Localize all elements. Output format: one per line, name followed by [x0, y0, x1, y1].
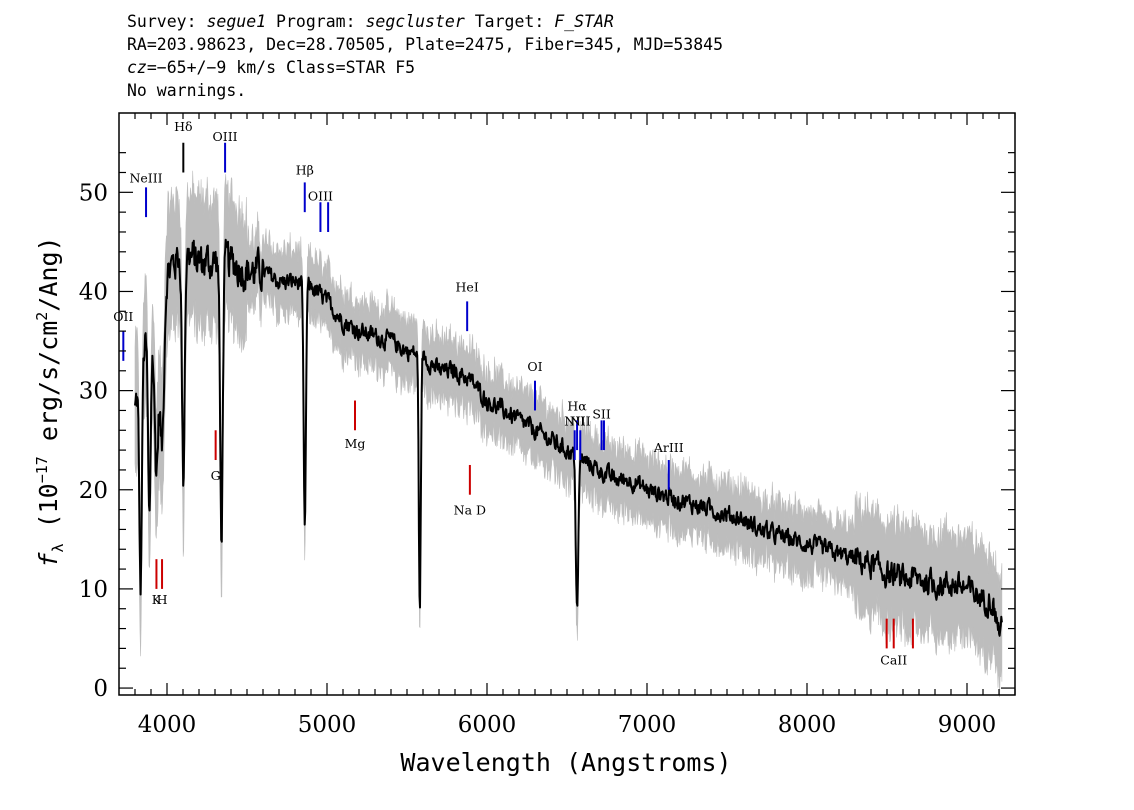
emission-line-label: OIII	[213, 129, 238, 144]
y-axis-title: fλ (10−17 erg/s/cm2/Ang)	[33, 236, 67, 567]
program-value: segcluster	[365, 12, 465, 31]
emission-line-label: Hδ	[174, 119, 192, 134]
y-axis-title-mid: erg/s/cm	[34, 321, 63, 456]
error-band	[134, 170, 1003, 698]
y-axis-title-main: (10	[34, 483, 63, 543]
absorption-line-label: K	[152, 592, 162, 607]
header-line-redshift: cz=−65+/−9 km/s Class=STAR F5	[127, 56, 723, 79]
y-tick-label: 50	[79, 180, 108, 206]
x-tick-label: 9000	[938, 712, 997, 738]
absorption-line-label: G	[211, 468, 221, 483]
y-tick-label: 10	[79, 577, 108, 603]
emission-line-label: Hβ	[296, 162, 314, 177]
y-tick-label: 0	[93, 676, 108, 702]
x-tick-label: 8000	[778, 712, 837, 738]
emission-line-label: SII	[592, 406, 611, 421]
header-line-coordinates: RA=203.98623, Dec=28.70505, Plate=2475, …	[127, 35, 724, 54]
emission-line-label: NII	[570, 413, 591, 428]
survey-label: Survey:	[127, 12, 197, 31]
absorption-line-label: H	[157, 592, 168, 607]
target-value: F_STAR	[554, 12, 614, 31]
cz-label: cz	[127, 58, 147, 77]
x-tick-label: 4000	[138, 712, 197, 738]
absorption-line-label: Mg	[345, 436, 366, 451]
spectrum-line	[134, 238, 1003, 637]
x-axis-title: Wavelength (Angstroms)	[400, 748, 731, 777]
emission-line-label: OI	[527, 359, 542, 374]
y-axis-title-exp: −17	[33, 456, 51, 483]
header-line-warnings: No warnings.	[127, 81, 247, 100]
emission-line-label: NeIII	[129, 170, 162, 185]
class-info: km/s Class=STAR F5	[226, 58, 416, 77]
absorption-line-label: Na D	[454, 503, 486, 518]
y-axis-title-exp2: 2	[33, 312, 51, 321]
y-tick-label: 20	[79, 478, 108, 504]
absorption-line-label: CaII	[880, 652, 907, 667]
survey-value: segue1	[206, 12, 267, 31]
y-axis-title-sub: λ	[49, 543, 67, 552]
emission-line-label: HeI	[456, 279, 479, 294]
cz-value: =−65+/−9	[146, 58, 227, 77]
program-label: Program:	[276, 12, 356, 31]
emission-line-label: NII	[564, 413, 585, 428]
emission-line-label: Hα	[567, 398, 587, 413]
header-line-survey: Survey: segue1 Program: segcluster Targe…	[127, 10, 723, 33]
x-tick-label: 6000	[458, 712, 517, 738]
target-label: Target:	[474, 12, 545, 31]
y-axis-title-end: /Ang)	[34, 236, 63, 311]
x-tick-label: 7000	[618, 712, 677, 738]
emission-line-label: ArIII	[653, 440, 684, 455]
x-tick-label: 5000	[298, 712, 357, 738]
spectrum-header: Survey: segue1 Program: segcluster Targe…	[127, 10, 723, 102]
y-tick-label: 40	[79, 279, 108, 305]
y-axis-title-f: f	[34, 552, 63, 568]
y-tick-label: 30	[79, 379, 108, 405]
emission-line-label: OIII	[308, 188, 333, 203]
